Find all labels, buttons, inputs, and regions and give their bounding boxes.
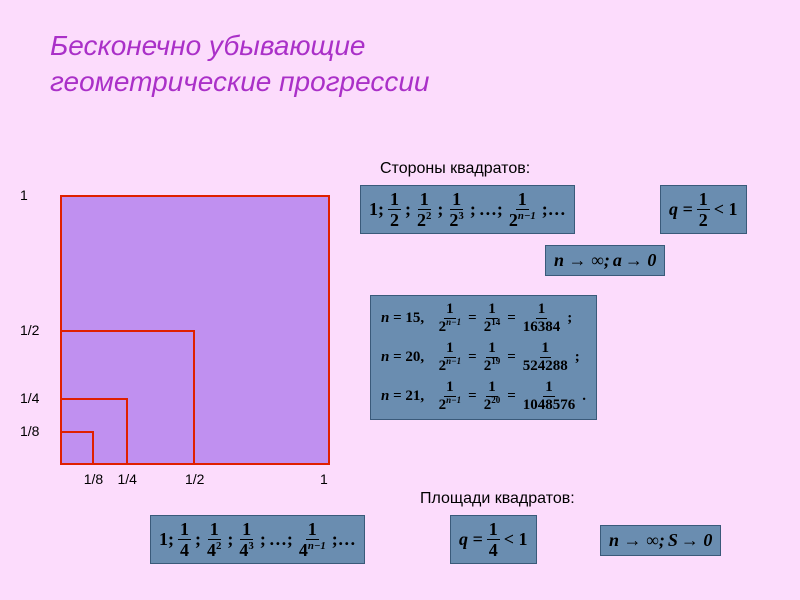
formula-text: = bbox=[468, 388, 477, 405]
formula-text: ; bbox=[437, 199, 443, 220]
sides-ratio-box: q =12< 1 bbox=[660, 185, 747, 234]
formula-text: < 1 bbox=[714, 199, 738, 220]
formula-text: …; bbox=[269, 529, 293, 550]
formula-text: 1; bbox=[369, 199, 384, 220]
areas-sequence-box: 1;14;142;143;…;14n−1;… bbox=[150, 515, 365, 564]
fraction: 143 bbox=[237, 520, 255, 559]
formula-text: ; bbox=[227, 529, 233, 550]
formula-text: ;… bbox=[542, 199, 566, 220]
fraction: 142 bbox=[205, 520, 223, 559]
formula-text: …; bbox=[479, 199, 503, 220]
x-axis-label: 1/8 bbox=[84, 471, 103, 487]
sides-limit-box: n → ∞; a → 0 bbox=[545, 245, 665, 276]
limit-n-part: n → ∞; bbox=[554, 250, 610, 271]
fraction: 12 bbox=[388, 190, 401, 229]
limit-a-var: a bbox=[613, 250, 622, 271]
areas-heading: Площади квадратов: bbox=[420, 490, 575, 508]
formula-text: = bbox=[468, 310, 477, 327]
fraction: 12n−1 bbox=[437, 341, 463, 374]
formula-text: = bbox=[507, 388, 516, 405]
x-axis-label: 1/4 bbox=[118, 471, 137, 487]
title-line-1: Бесконечно убывающие bbox=[50, 30, 366, 61]
x-axis-label: 1 bbox=[320, 471, 328, 487]
formula-text: < 1 bbox=[504, 529, 528, 550]
sample-values-box: n = 15, 12n−1=1214=116384;n = 20, 12n−1=… bbox=[370, 295, 597, 420]
limit-s-var: S bbox=[668, 530, 678, 551]
fraction: 1219 bbox=[482, 341, 503, 374]
formula-text: ; bbox=[260, 529, 266, 550]
nested-squares-diagram bbox=[60, 195, 330, 465]
y-axis-label: 1/8 bbox=[20, 423, 39, 439]
y-axis-label: 1/2 bbox=[20, 322, 39, 338]
limit-a-tail: → 0 bbox=[625, 250, 657, 271]
formula-text: ;… bbox=[332, 529, 356, 550]
x-axis-label: 1/2 bbox=[185, 471, 204, 487]
title-line-2: геометрические прогрессии bbox=[50, 66, 429, 97]
fraction: 14 bbox=[178, 520, 191, 559]
formula-text: 1; bbox=[159, 529, 174, 550]
y-axis-label: 1 bbox=[20, 187, 28, 203]
sides-heading: Стороны квадратов: bbox=[380, 160, 530, 178]
y-axis-label: 1/4 bbox=[20, 390, 39, 406]
areas-limit-box: n → ∞; S → 0 bbox=[600, 525, 721, 556]
formula-text: = bbox=[507, 349, 516, 366]
formula-text: ; bbox=[405, 199, 411, 220]
formula-text: ; bbox=[575, 349, 580, 366]
fraction: 116384 bbox=[521, 302, 563, 335]
sample-row: n = 20, 12n−1=1219=1524288; bbox=[381, 341, 586, 374]
fraction: 12n−1 bbox=[437, 302, 463, 335]
fraction: 123 bbox=[447, 190, 465, 229]
square bbox=[60, 431, 94, 465]
areas-ratio-box: q =14< 1 bbox=[450, 515, 537, 564]
formula-text: = bbox=[468, 349, 477, 366]
fraction: 1214 bbox=[482, 302, 503, 335]
sample-row: n = 21, 12n−1=1220=11048576. bbox=[381, 380, 586, 413]
formula-text: = bbox=[507, 310, 516, 327]
page-title: Бесконечно убывающие геометрические прог… bbox=[50, 28, 429, 101]
limit-n-part-2: n → ∞; bbox=[609, 530, 665, 551]
formula-text: ; bbox=[567, 310, 572, 327]
formula-text: ; bbox=[470, 199, 476, 220]
fraction: 11048576 bbox=[521, 380, 578, 413]
fraction: 12 bbox=[697, 190, 710, 229]
sample-row: n = 15, 12n−1=1214=116384; bbox=[381, 302, 586, 335]
formula-text: q = bbox=[459, 529, 483, 550]
fraction: 1524288 bbox=[521, 341, 570, 374]
formula-text: q = bbox=[669, 199, 693, 220]
fraction: 14 bbox=[487, 520, 500, 559]
formula-text: ; bbox=[195, 529, 201, 550]
fraction: 1220 bbox=[482, 380, 503, 413]
fraction: 122 bbox=[415, 190, 433, 229]
fraction: 12n−1 bbox=[437, 380, 463, 413]
formula-text: n = 15, bbox=[381, 310, 432, 327]
sides-sequence-box: 1;12;122;123;…;12n−1;… bbox=[360, 185, 575, 234]
formula-text: . bbox=[582, 388, 586, 405]
fraction: 14n−1 bbox=[297, 520, 328, 559]
limit-s-tail: → 0 bbox=[681, 530, 713, 551]
fraction: 12n−1 bbox=[507, 190, 538, 229]
formula-text: n = 20, bbox=[381, 349, 432, 366]
formula-text: n = 21, bbox=[381, 388, 432, 405]
